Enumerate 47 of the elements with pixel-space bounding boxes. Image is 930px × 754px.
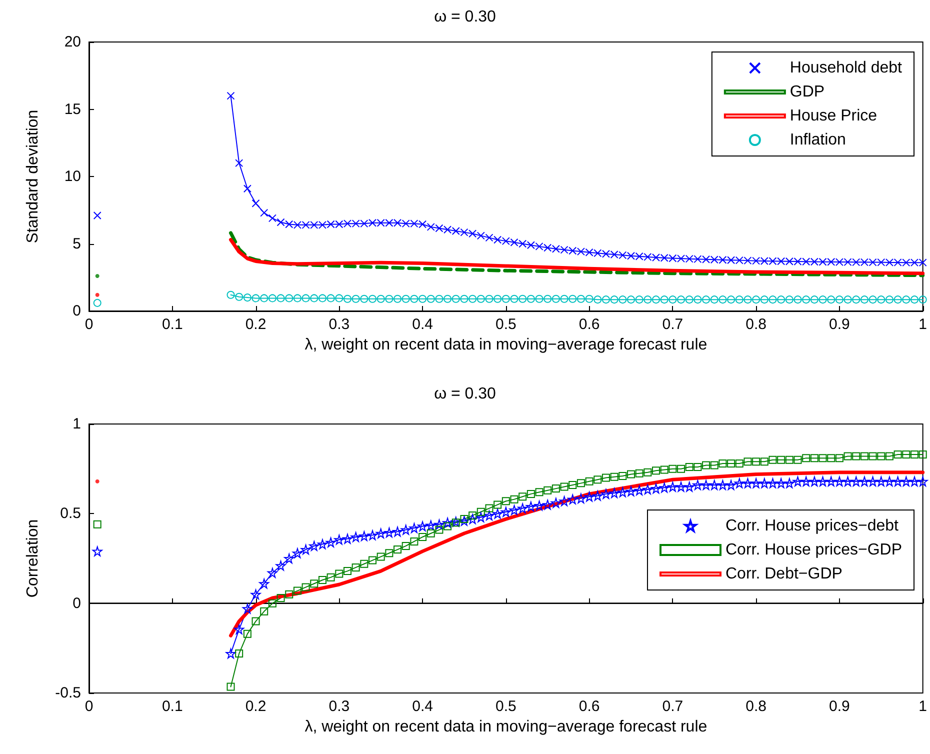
line-series bbox=[229, 231, 925, 278]
x-tick-label: 0.5 bbox=[495, 698, 516, 715]
x-tick-label: 0.1 bbox=[162, 316, 183, 333]
line-series bbox=[229, 470, 925, 638]
y-axis-title: Correlation bbox=[24, 519, 42, 598]
x-tick-label: 0 bbox=[84, 698, 94, 715]
x-tick-label: 0.4 bbox=[412, 698, 433, 715]
y-tick-label: 1 bbox=[72, 416, 81, 432]
legend-label: Corr. House prices−GDP bbox=[725, 542, 902, 558]
x-tick-label: 0.5 bbox=[495, 316, 516, 333]
x-tick-label: 0.8 bbox=[746, 698, 766, 715]
x-axis-title: λ, weight on recent data in moving−average forecast rule bbox=[304, 718, 708, 736]
chart-title: ω = 0.30 bbox=[434, 8, 496, 26]
x-tick-label: 0.8 bbox=[746, 316, 766, 333]
x-tick-label: 0.1 bbox=[162, 698, 183, 715]
y-tick-label: 15 bbox=[64, 100, 81, 118]
x-tick-label: 0.9 bbox=[829, 316, 850, 333]
x-tick-label: 0.6 bbox=[578, 698, 600, 715]
x-tick-label: 1 bbox=[918, 316, 927, 333]
y-tick-label: 5 bbox=[72, 235, 81, 252]
x-tick-label: 0.7 bbox=[662, 698, 684, 715]
x-tick-label: 0.2 bbox=[245, 316, 266, 333]
legend-label: Household debt bbox=[790, 60, 903, 76]
x-tick-label: 0.7 bbox=[662, 316, 684, 333]
legend-label: GDP bbox=[790, 84, 825, 100]
x-tick-label: 0.3 bbox=[328, 698, 350, 715]
y-tick-label: 0.5 bbox=[60, 505, 81, 522]
y-tick-label: 0 bbox=[72, 594, 81, 612]
x-tick-label: 0 bbox=[84, 316, 94, 333]
x-tick-label: 0.2 bbox=[245, 698, 266, 715]
y-tick-label: 0 bbox=[72, 302, 81, 320]
y-tick-label: 10 bbox=[64, 168, 81, 185]
x-tick-label: 0.4 bbox=[412, 316, 433, 333]
x-tick-label: 0.3 bbox=[328, 316, 350, 333]
x-tick-label: 0.9 bbox=[829, 698, 850, 715]
legend-label: Corr. House prices−debt bbox=[725, 518, 900, 534]
x-tick-label: 1 bbox=[918, 698, 927, 715]
x-tick-label: 0.6 bbox=[578, 316, 600, 333]
line-series bbox=[229, 238, 925, 276]
y-tick-label: 20 bbox=[64, 34, 81, 50]
x-axis-title: λ, weight on recent data in moving−average forecast rule bbox=[304, 336, 708, 354]
legend-label: Corr. Debt−GDP bbox=[725, 566, 842, 582]
chart-title: ω = 0.30 bbox=[434, 386, 496, 402]
legend-label: Inflation bbox=[790, 132, 846, 148]
y-tick-label: -0.5 bbox=[55, 684, 81, 702]
y-axis-title: Standard deviation bbox=[24, 110, 42, 244]
legend-label: House Price bbox=[790, 108, 878, 124]
